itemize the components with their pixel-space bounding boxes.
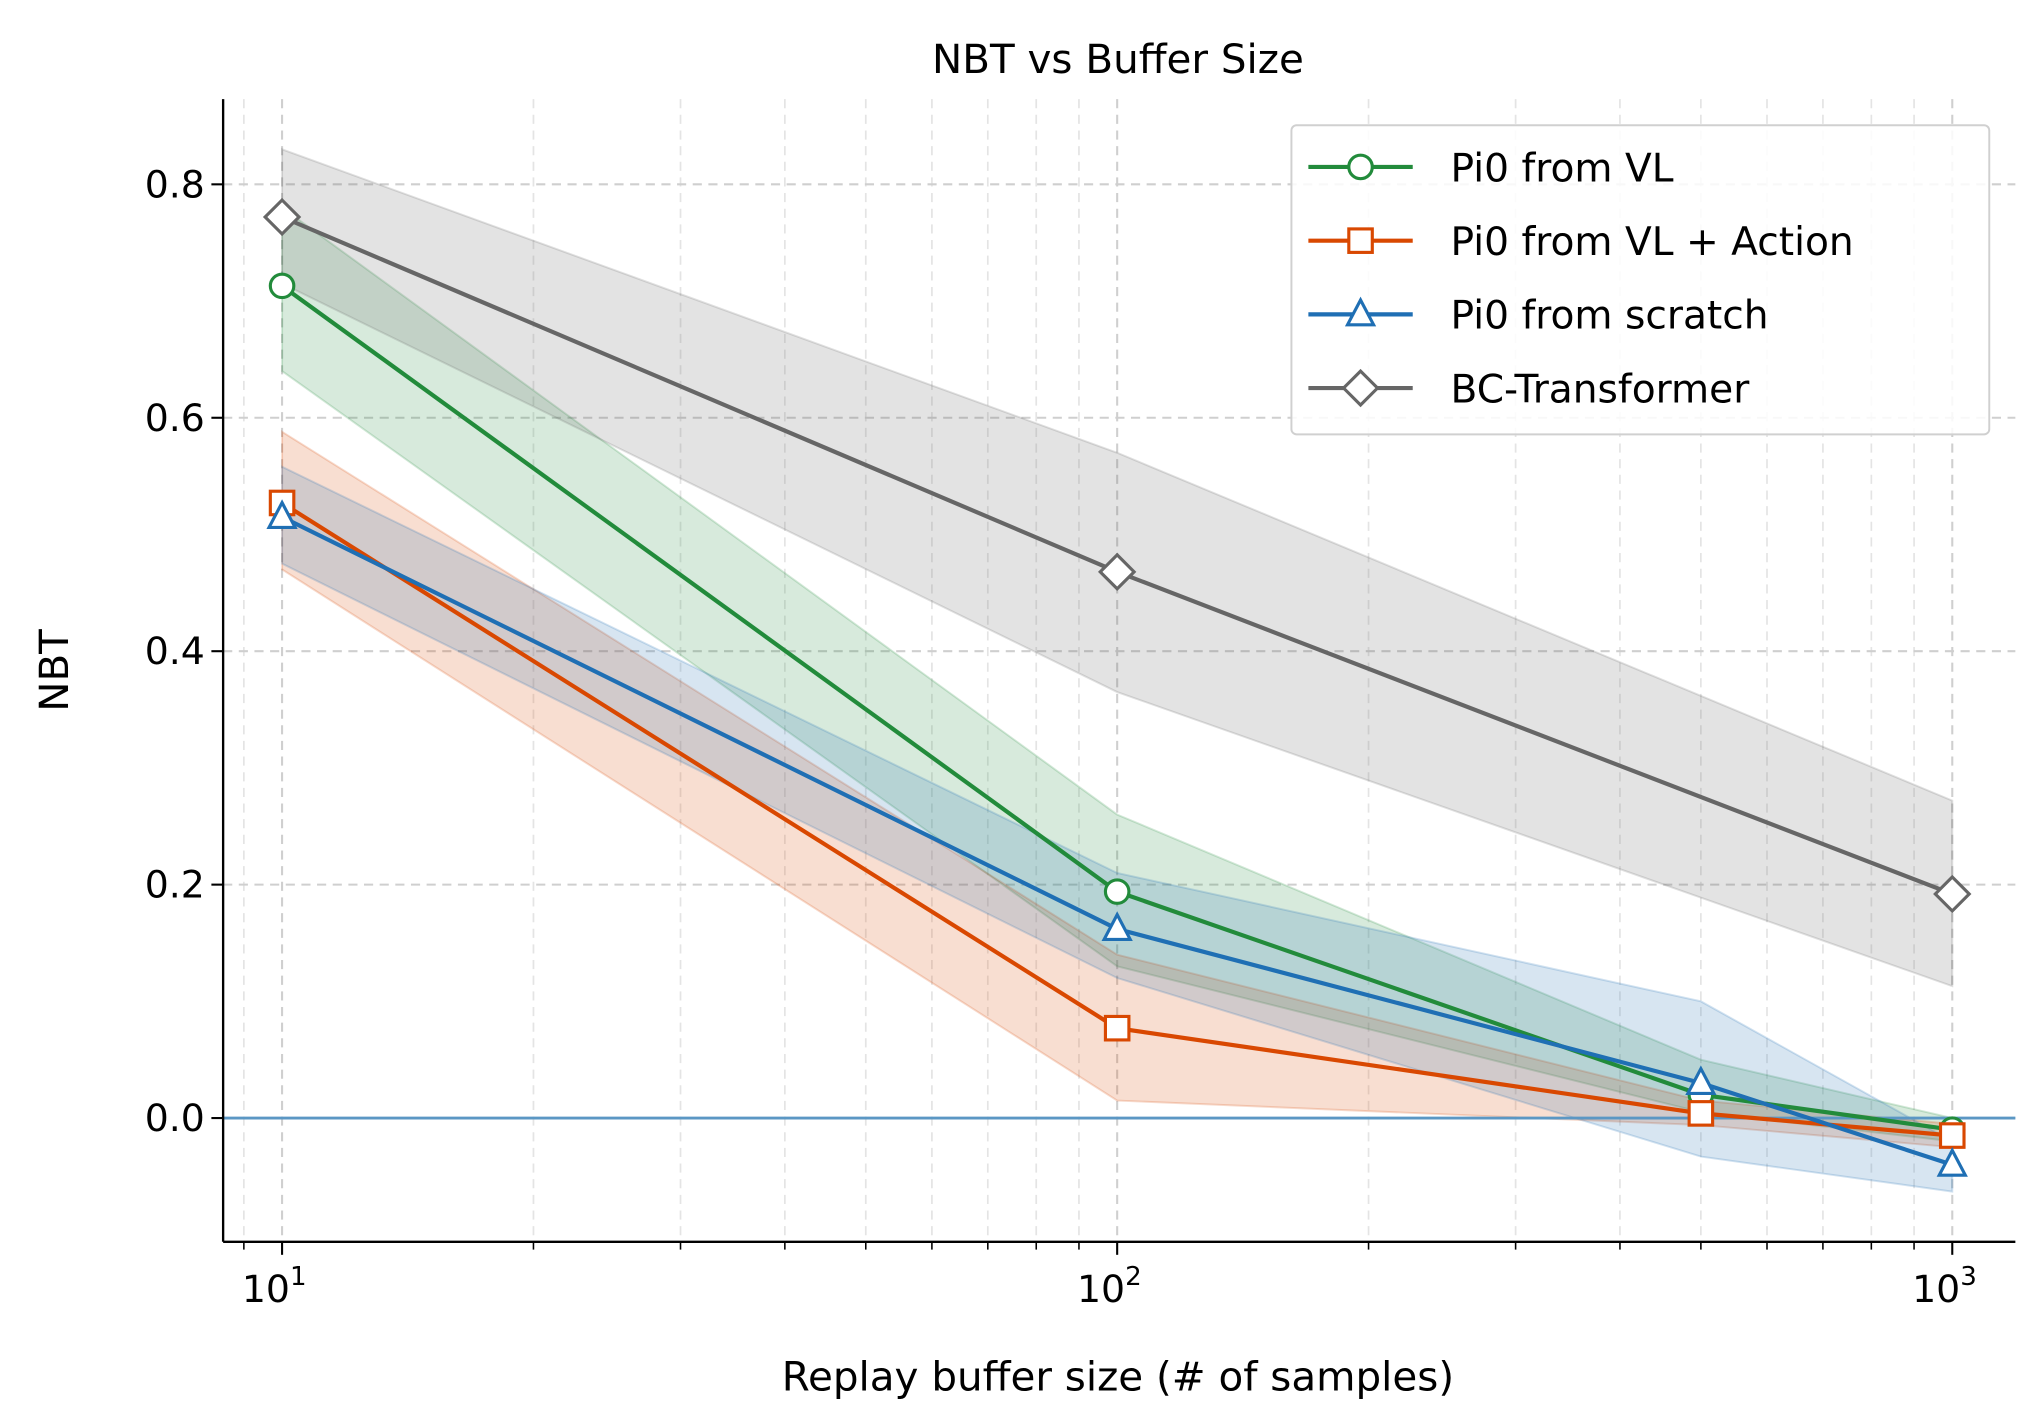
diamond-marker xyxy=(1097,552,1137,592)
legend-label: BC-Transformer xyxy=(1451,367,1751,412)
series-line xyxy=(280,284,1953,1132)
y-tick-label: 0.8 xyxy=(145,162,205,206)
triangle-marker xyxy=(1936,1147,1968,1177)
series-lines xyxy=(262,197,1972,1177)
legend-item: Pi0 from VL xyxy=(1308,146,1674,191)
legend-box xyxy=(1290,124,1991,436)
series-bc-transformer xyxy=(262,197,1972,914)
triangle-marker xyxy=(1101,911,1133,941)
legend-label: Pi0 from VL xyxy=(1451,146,1674,191)
circle-marker xyxy=(1103,878,1131,905)
legend-item: BC-Transformer xyxy=(1308,367,1750,412)
x-tick-label: 103 xyxy=(1912,1262,1977,1311)
diamond-marker xyxy=(1341,368,1380,408)
y-tick-label: 0.6 xyxy=(145,396,205,440)
legend-label: Pi0 from VL + Action xyxy=(1451,220,1854,265)
diamond-marker xyxy=(1933,874,1972,914)
y-tick-label: 0.0 xyxy=(145,1096,205,1140)
triangle-marker xyxy=(266,499,298,529)
series-pi0-from-scratch xyxy=(266,499,1968,1177)
y-axis-label: NBT xyxy=(30,629,78,712)
legend-item: Pi0 from VL + Action xyxy=(1308,220,1854,265)
axes: 0.0 0.2 0.4 0.6 0.8 101 102 103 xyxy=(145,99,2016,1311)
square-marker xyxy=(1347,227,1374,254)
y-tick-label: 0.2 xyxy=(145,863,205,907)
triangle-marker xyxy=(1344,296,1377,327)
legend-label: Pi0 from scratch xyxy=(1451,294,1769,339)
band-pi0-from-scratch xyxy=(281,465,1954,1193)
square-marker xyxy=(1103,1014,1131,1042)
series-line xyxy=(281,515,1953,1167)
x-tick-label: 102 xyxy=(1077,1262,1142,1311)
square-marker xyxy=(1938,1122,1966,1149)
y-tick-label: 0.4 xyxy=(145,629,205,673)
triangle-marker xyxy=(1685,1065,1717,1096)
legend-item: Pi0 from scratch xyxy=(1308,294,1769,339)
circle-marker xyxy=(1347,153,1374,181)
circle-marker xyxy=(268,272,296,300)
legend: Pi0 from VL Pi0 from VL + Action Pi0 from … xyxy=(1290,124,1991,436)
chart-title: NBT vs Buffer Size xyxy=(932,35,1304,83)
diamond-marker xyxy=(262,197,302,237)
square-marker xyxy=(1687,1100,1715,1127)
x-tick-label: 101 xyxy=(242,1262,307,1311)
x-axis-label: Replay buffer size (# of samples) xyxy=(782,1352,1454,1400)
